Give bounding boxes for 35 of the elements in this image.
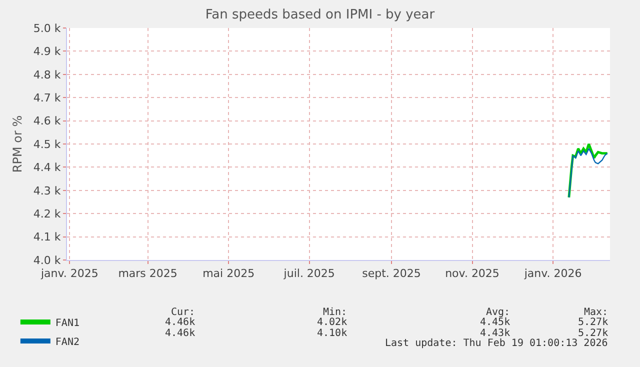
y-tick-label: 4.9 k [33, 45, 62, 58]
text: 4.45k [480, 317, 510, 328]
x-tick-label: sept. 2025 [362, 267, 421, 280]
y-tick-label: 4.3 k [33, 184, 62, 198]
y-tick-label: 4.4 k [33, 161, 62, 174]
text: Min: [323, 307, 348, 318]
legend-label: FAN1 [55, 318, 80, 329]
text: Avg: [486, 307, 510, 318]
y-tick-label: 4.0 k [33, 254, 62, 267]
text: 5.27k [578, 317, 608, 328]
text: 4.46k [165, 328, 196, 339]
x-tick-label: nov. 2025 [445, 267, 500, 280]
x-tick-label: janv. 2025 [40, 267, 98, 280]
y-tick-label: 4.8 k [33, 68, 62, 82]
y-axis-title: RPM or % [10, 115, 25, 173]
text: Last update: Thu Feb 19 01:00:13 2026 [385, 338, 608, 349]
text: 4.43k [480, 328, 510, 339]
chart-title: Fan speeds based on IPMI - by year [205, 7, 436, 22]
x-tick-label: juil. 2025 [282, 267, 335, 280]
y-tick-label: 5.0 k [33, 22, 62, 35]
text: 5.27k [578, 328, 608, 339]
y-tick-label: 4.6 k [33, 114, 62, 128]
text: 4.02k [317, 317, 348, 328]
text: Cur: [171, 307, 196, 318]
y-tick-label: 4.7 k [33, 91, 62, 104]
y-tick-label: 4.1 k [33, 230, 62, 244]
y-tick-label: 4.2 k [33, 207, 62, 220]
text: 4.46k [165, 317, 196, 328]
x-tick-label: mai 2025 [202, 267, 255, 280]
text: 4.10k [317, 328, 348, 339]
x-tick-label: mars 2025 [118, 267, 178, 280]
legend-label: FAN2 [55, 336, 80, 348]
y-tick-label: 4.5 k [33, 138, 62, 151]
x-tick-label: janv. 2026 [523, 267, 582, 280]
text: Max: [584, 307, 608, 318]
